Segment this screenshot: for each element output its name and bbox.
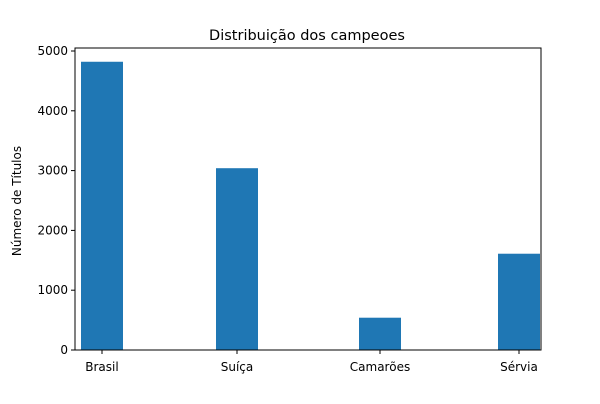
y-tick-label-2: 2000 [37,223,68,237]
y-tick-label-1: 1000 [37,283,68,297]
y-tick-label-0: 0 [60,343,68,357]
y-tick-label-5: 5000 [37,44,68,58]
y-tick-label-4: 4000 [37,104,68,118]
bar-0 [81,61,123,350]
x-ticks-group: Brasil Suíça Camarões Sérvia [85,350,538,374]
x-tick-label-3: Sérvia [500,360,538,374]
y-axis-title: Número de Títulos [10,146,24,256]
x-tick-label-1: Suíça [221,360,254,374]
bar-1 [216,168,258,350]
bar-3 [498,253,540,350]
y-ticks-group: 0 1000 2000 3000 4000 5000 [37,44,75,357]
y-tick-label-3: 3000 [37,164,68,178]
x-tick-label-2: Camarões [350,360,410,374]
bars-group [81,61,540,350]
plot-frame [74,47,542,351]
chart-title: Distribuição dos campeoes [209,28,405,44]
x-tick-label-0: Brasil [85,360,118,374]
bar-2 [359,317,401,350]
